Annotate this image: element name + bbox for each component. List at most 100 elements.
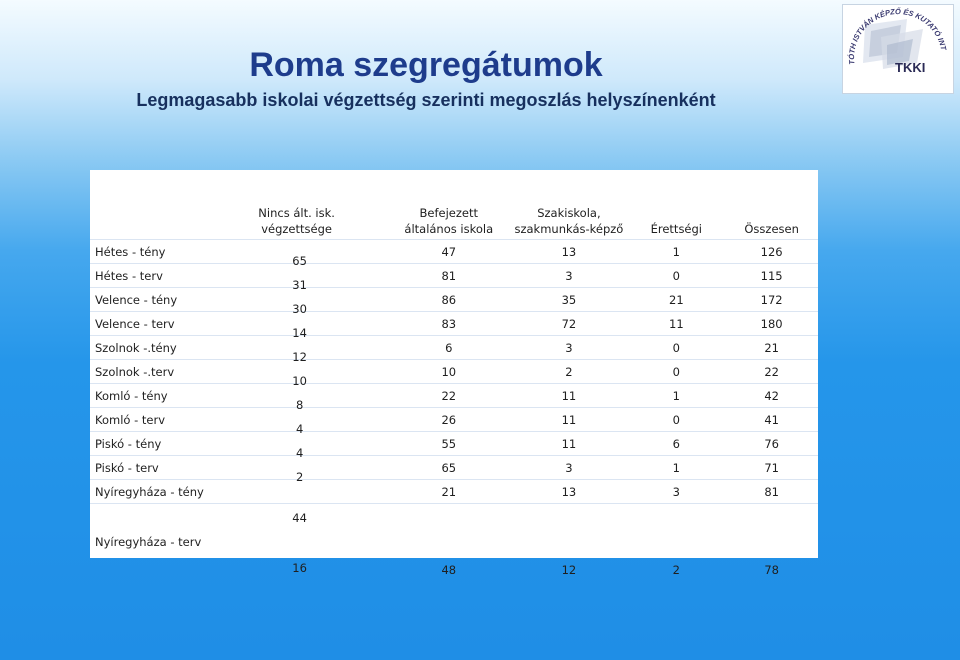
row-label: Hétes - tény bbox=[95, 244, 166, 259]
table-cell: 65 bbox=[212, 240, 387, 268]
table-row: Velence - terv 14 83 72 11 180 bbox=[90, 311, 818, 340]
table-cell: 76 bbox=[764, 436, 779, 451]
data-table-panel: Nincs ált. isk. végzettsége Befejezett á… bbox=[90, 170, 818, 577]
tkki-logo: TÓTH ISTVÁN KÉPZŐ ÉS KUTATÓ INTÉZET TKKI bbox=[840, 0, 954, 94]
cell-value: 30 bbox=[292, 301, 307, 316]
cell-value: 16 bbox=[292, 560, 307, 575]
table-row: Komló - terv 4 26 11 0 41 bbox=[90, 407, 818, 436]
table-cell: 16 bbox=[212, 504, 387, 580]
table-cell: 48 bbox=[441, 563, 457, 577]
table-cell: 3 bbox=[565, 460, 573, 475]
table-cell: 10 bbox=[212, 360, 387, 388]
cell-value: 12 bbox=[292, 349, 307, 364]
table-cell: 83 bbox=[441, 316, 457, 331]
table-cell: 2 bbox=[672, 563, 680, 577]
table-cell: 22 bbox=[764, 364, 779, 379]
table-cell: 6 bbox=[445, 340, 453, 355]
table-cell: 30 bbox=[212, 288, 387, 316]
table-cell: 1 bbox=[672, 244, 680, 259]
row-label: Piskó - terv bbox=[95, 460, 159, 475]
table-cell: 4 bbox=[212, 408, 387, 436]
table-cell: 42 bbox=[764, 388, 779, 403]
cell-value: 31 bbox=[292, 277, 307, 292]
table-cell: 13 bbox=[561, 484, 577, 499]
table-cell: 2 bbox=[565, 364, 573, 379]
table-cell: 115 bbox=[760, 268, 783, 283]
slide-title: Roma szegregátumok bbox=[249, 46, 603, 84]
table-cell: 21 bbox=[764, 340, 779, 355]
table-cell: 14 bbox=[212, 312, 387, 340]
table-cell: 180 bbox=[760, 316, 783, 331]
table-cell: 21 bbox=[441, 484, 457, 499]
table-cell: 0 bbox=[672, 364, 680, 379]
table-row: Velence - tény 30 86 35 21 172 bbox=[90, 287, 818, 316]
row-label: Szolnok -.terv bbox=[95, 364, 175, 379]
table-cell: 65 bbox=[441, 460, 457, 475]
table-cell: 3 bbox=[672, 484, 680, 499]
table-row: Komló - tény 8 22 11 1 42 bbox=[90, 383, 818, 412]
table-cell: 0 bbox=[672, 340, 680, 355]
cell-value: 14 bbox=[292, 325, 307, 340]
cell-value: 2 bbox=[295, 469, 304, 484]
row-label: Szolnok -.tény bbox=[95, 340, 177, 355]
table-cell: 55 bbox=[441, 436, 457, 451]
table-cell: 11 bbox=[669, 316, 684, 331]
cell-value: 4 bbox=[295, 445, 304, 460]
table-cell: 3 bbox=[565, 340, 573, 355]
table-cell: 3 bbox=[565, 268, 573, 283]
table-cell: 41 bbox=[764, 412, 779, 427]
table-cell: 86 bbox=[441, 292, 457, 307]
cell-value: 8 bbox=[295, 397, 304, 412]
table-cell: 11 bbox=[561, 388, 577, 403]
table-row: Nyíregyháza - tény 44 21 13 3 81 bbox=[90, 479, 818, 525]
table-cell: 26 bbox=[441, 412, 457, 427]
table-cell: 72 bbox=[561, 316, 577, 331]
cell-value: 10 bbox=[292, 373, 307, 388]
row-label: Komló - tény bbox=[95, 388, 168, 403]
table-row: Szolnok -.terv 10 10 2 0 22 bbox=[90, 359, 818, 388]
logo-text: TKKI bbox=[895, 60, 926, 75]
table-cell: 0 bbox=[672, 412, 680, 427]
table-cell: 11 bbox=[561, 412, 577, 427]
cell-value: 65 bbox=[292, 253, 307, 268]
table-cell: 78 bbox=[764, 563, 779, 577]
table-cell: 0 bbox=[672, 268, 680, 283]
table-cell: 31 bbox=[212, 264, 387, 292]
table-cell: 4 bbox=[212, 432, 387, 460]
row-label: Komló - terv bbox=[95, 412, 166, 427]
table-cell: 35 bbox=[561, 292, 577, 307]
header-col-1: Nincs ált. isk. végzettsége bbox=[258, 206, 335, 236]
table-row: Hétes - terv 31 81 3 0 115 bbox=[90, 263, 818, 292]
table-cell: 126 bbox=[760, 244, 783, 259]
table-cell: 71 bbox=[764, 460, 779, 475]
table-row: Hétes - tény 65 47 13 1 126 bbox=[90, 239, 818, 268]
table-cell: 13 bbox=[561, 244, 577, 259]
data-table: Nincs ált. isk. végzettsége Befejezett á… bbox=[90, 170, 818, 579]
table-cell: 12 bbox=[561, 563, 577, 577]
header-blank bbox=[90, 170, 212, 240]
row-label: Hétes - terv bbox=[95, 268, 163, 283]
table-cell: 172 bbox=[760, 292, 783, 307]
table-cell: 2 bbox=[212, 456, 387, 484]
slide-subtitle: Legmagasabb iskolai végzettség szerinti … bbox=[136, 90, 716, 110]
table-cell: 22 bbox=[441, 388, 457, 403]
table-row: Szolnok -.tény 12 6 3 0 21 bbox=[90, 335, 818, 364]
cell-value: 44 bbox=[292, 510, 307, 525]
table-cell: 81 bbox=[441, 268, 457, 283]
row-label: Piskó - tény bbox=[95, 436, 162, 451]
header-col-2: Befejezett általános iskola bbox=[404, 206, 494, 236]
row-label: Velence - tény bbox=[95, 292, 178, 307]
cell-value: 4 bbox=[295, 421, 304, 436]
table-row: Piskó - tény 4 55 11 6 76 bbox=[90, 431, 818, 460]
table-row: Nyíregyháza - terv 16 48 12 2 78 bbox=[90, 503, 818, 580]
table-cell: 6 bbox=[672, 436, 680, 451]
table-cell: 10 bbox=[441, 364, 457, 379]
table-row: Piskó - terv 2 65 3 1 71 bbox=[90, 455, 818, 484]
header-col-3: Szakiskola, szakmunkás-képző bbox=[514, 206, 624, 236]
row-label: Velence - terv bbox=[95, 316, 175, 331]
table-cell: 12 bbox=[212, 336, 387, 364]
header-col-5: Összesen bbox=[744, 222, 799, 236]
table-cell: 1 bbox=[672, 388, 680, 403]
table-cell: 8 bbox=[212, 384, 387, 412]
table-cell: 11 bbox=[561, 436, 577, 451]
